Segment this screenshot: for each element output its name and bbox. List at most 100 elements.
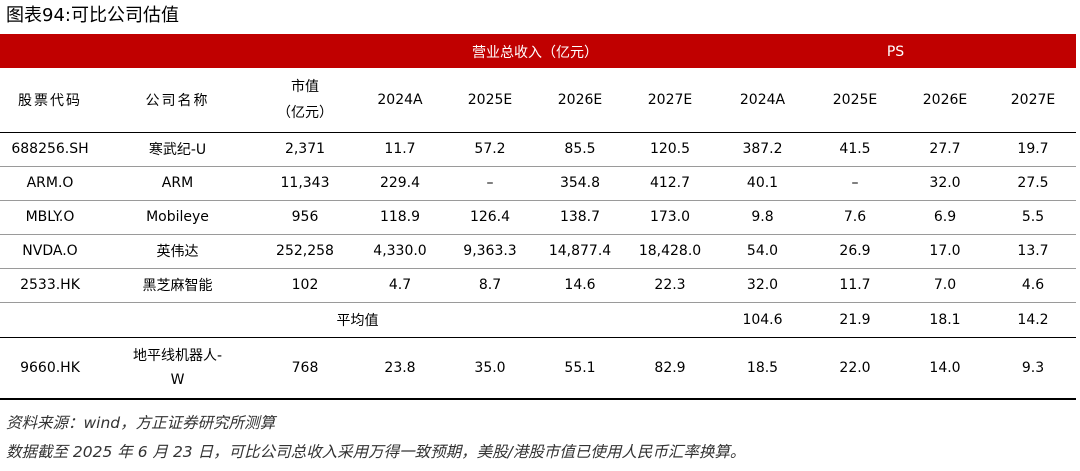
target-value: 22.0 <box>839 359 871 376</box>
cell-value: 9,363.3 <box>445 234 535 269</box>
cell-value: 229.4 <box>355 166 445 201</box>
target-value: 9.3 <box>1021 359 1045 376</box>
cell-name: 黑芝麻智能 <box>100 268 255 303</box>
group-ps: PS <box>886 44 905 60</box>
cell-value: 173.0 <box>625 200 715 235</box>
cell-value: 126.4 <box>445 200 535 235</box>
cell-value: 11.7 <box>810 268 900 303</box>
cell-value: 4,330.0 <box>355 234 445 269</box>
cell-value: 41.5 <box>810 132 900 167</box>
cell-value: 26.9 <box>810 234 900 269</box>
cell-name: ARM <box>100 166 255 201</box>
target-value: 23.8 <box>384 359 416 376</box>
average-value: 14.2 <box>1017 311 1049 328</box>
cell-code: 688256.SH <box>0 132 100 167</box>
cell-value: 4.6 <box>990 268 1077 303</box>
cell-value: 14,877.4 <box>535 234 625 269</box>
target-value: 18.5 <box>746 359 779 376</box>
cell-value: 57.2 <box>445 132 535 167</box>
cell-code: 2533.HK <box>0 268 100 303</box>
cell-value: 5.5 <box>990 200 1077 235</box>
cell-value: 27.5 <box>990 166 1077 201</box>
cell-value: 17.0 <box>900 234 990 269</box>
target-value: 82.9 <box>654 359 686 376</box>
average-row: 平均值 104.6 21.9 18.1 14.2 <box>0 302 1077 337</box>
cell-value: 354.8 <box>535 166 625 201</box>
cell-value: 85.5 <box>535 132 625 167</box>
comparable-valuation-table: 营业总收入（亿元） PS 股票代码 公司名称 市值 （亿元） 2024A 202… <box>0 34 1077 400</box>
group-revenue: 营业总收入（亿元） <box>472 45 598 61</box>
col-year: 2026E <box>557 91 603 108</box>
col-year: 2026E <box>922 91 968 108</box>
cell-name: 寒武纪-U <box>100 132 255 167</box>
col-year: 2024A <box>377 91 423 108</box>
cell-value: – <box>810 166 900 201</box>
cell-value: 412.7 <box>625 166 715 201</box>
target-value: 35.0 <box>474 359 506 376</box>
cell-value: 7.0 <box>900 268 990 303</box>
average-label: 平均值 <box>336 312 379 329</box>
cell-value: 118.9 <box>355 200 445 235</box>
table-row: 688256.SH 寒武纪-U 2,371 11.7 57.2 85.5 120… <box>0 132 1077 167</box>
cell-code: ARM.O <box>0 166 100 201</box>
target-code: 9660.HK <box>20 359 80 376</box>
cell-value: 8.7 <box>445 268 535 303</box>
cell-mcap: 956 <box>255 200 355 235</box>
target-name: 地平线机器人- W <box>100 337 255 399</box>
group-spacer <box>0 35 355 68</box>
col-year: 2027E <box>1010 91 1056 108</box>
average-value: 21.9 <box>839 311 871 328</box>
target-company-row: 9660.HK 地平线机器人- W 768 23.8 35.0 55.1 82.… <box>0 337 1077 399</box>
target-value: 14.0 <box>929 359 961 376</box>
cell-value: – <box>445 166 535 201</box>
table-row: NVDA.O 英伟达 252,258 4,330.0 9,363.3 14,87… <box>0 234 1077 269</box>
cell-code: NVDA.O <box>0 234 100 269</box>
col-mcap-line2: （亿元） <box>277 104 333 121</box>
cell-value: 138.7 <box>535 200 625 235</box>
target-mcap: 768 <box>291 359 319 376</box>
cell-value: 120.5 <box>625 132 715 167</box>
cell-code: MBLY.O <box>0 200 100 235</box>
cell-value: 19.7 <box>990 132 1077 167</box>
cell-value: 7.6 <box>810 200 900 235</box>
figure-title: 图表94:可比公司估值 <box>6 5 179 26</box>
cell-name: Mobileye <box>100 200 255 235</box>
cell-value: 32.0 <box>900 166 990 201</box>
cell-value: 27.7 <box>900 132 990 167</box>
col-year: 2024A <box>739 91 786 108</box>
column-header-row: 股票代码 公司名称 市值 （亿元） 2024A 2025E 2026E 2027… <box>0 68 1077 132</box>
cell-value: 18,428.0 <box>625 234 715 269</box>
col-code: 股票代码 <box>18 92 82 109</box>
cell-value: 54.0 <box>715 234 810 269</box>
cell-name: 英伟达 <box>100 234 255 269</box>
table-row: 2533.HK 黑芝麻智能 102 4.7 8.7 14.6 22.3 32.0… <box>0 268 1077 303</box>
table-row: ARM.O ARM 11,343 229.4 – 354.8 412.7 40.… <box>0 166 1077 201</box>
average-value: 18.1 <box>929 311 961 328</box>
cell-value: 22.3 <box>625 268 715 303</box>
target-name-line2: W <box>170 371 185 388</box>
cell-value: 32.0 <box>715 268 810 303</box>
average-value: 104.6 <box>742 311 783 328</box>
cell-value: 13.7 <box>990 234 1077 269</box>
cell-value: 14.6 <box>535 268 625 303</box>
cell-value: 9.8 <box>715 200 810 235</box>
cell-value: 387.2 <box>715 132 810 167</box>
target-name-line1: 地平线机器人- <box>132 347 223 364</box>
cell-mcap: 11,343 <box>255 166 355 201</box>
data-date-note: 数据截至 2025 年 6 月 23 日，可比公司总收入采用万得一致预期，美股/… <box>6 443 746 461</box>
cell-value: 11.7 <box>355 132 445 167</box>
cell-value: 4.7 <box>355 268 445 303</box>
col-name: 公司名称 <box>145 92 210 109</box>
cell-mcap: 2,371 <box>255 132 355 167</box>
col-year: 2025E <box>467 91 513 108</box>
cell-mcap: 102 <box>255 268 355 303</box>
cell-mcap: 252,258 <box>255 234 355 269</box>
col-mcap-line1: 市值 <box>291 78 319 95</box>
group-header-row: 营业总收入（亿元） PS <box>0 35 1077 68</box>
col-year: 2025E <box>832 91 878 108</box>
cell-value: 6.9 <box>900 200 990 235</box>
cell-value: 40.1 <box>715 166 810 201</box>
col-year: 2027E <box>647 91 693 108</box>
table-row: MBLY.O Mobileye 956 118.9 126.4 138.7 17… <box>0 200 1077 235</box>
col-mcap: 市值 （亿元） <box>255 68 355 132</box>
